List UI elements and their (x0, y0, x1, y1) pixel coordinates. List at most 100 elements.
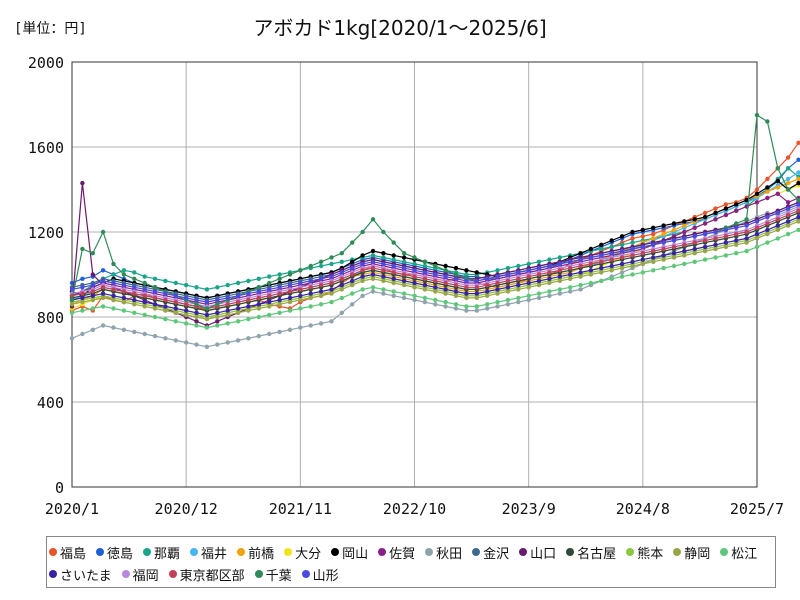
legend-label: 静岡 (684, 546, 711, 562)
data-point (80, 285, 85, 290)
data-point (173, 280, 178, 286)
data-point (557, 274, 562, 279)
data-point (298, 297, 303, 303)
data-point (329, 291, 334, 296)
data-point (121, 268, 127, 273)
data-point (184, 312, 189, 318)
data-point (339, 251, 344, 256)
legend-marker (301, 570, 310, 578)
data-point (682, 229, 687, 235)
data-point (308, 323, 313, 328)
data-point (412, 274, 417, 279)
data-point (80, 180, 85, 186)
data-point (391, 276, 396, 281)
data-point (796, 202, 800, 207)
data-point (360, 293, 365, 298)
data-point (609, 276, 614, 281)
x-tick-label: 2020/12 (155, 500, 218, 518)
data-point (599, 259, 604, 264)
data-point (142, 280, 147, 286)
data-point (640, 270, 645, 275)
legend-label: 大分 (295, 546, 322, 562)
data-point (267, 331, 272, 337)
data-point (215, 310, 220, 315)
legend-label: 岡山 (342, 546, 369, 562)
data-point (474, 285, 479, 290)
data-point (754, 225, 760, 230)
data-point (339, 310, 344, 315)
data-point (651, 255, 656, 260)
legend-marker (237, 548, 246, 556)
data-point (184, 295, 189, 301)
y-tick-label: 2000 (28, 54, 64, 72)
data-point (246, 291, 251, 296)
legend-item: 山口 (519, 541, 556, 563)
data-point (308, 285, 313, 290)
data-point (401, 259, 407, 264)
legend-marker (519, 548, 528, 556)
data-point (90, 251, 96, 256)
data-point (277, 272, 282, 277)
data-point (785, 155, 791, 160)
legend-marker (472, 548, 481, 556)
data-point (744, 248, 749, 254)
data-point (765, 185, 770, 190)
data-point (443, 280, 448, 286)
data-point (495, 287, 500, 292)
legend-marker (378, 548, 387, 556)
data-point (651, 231, 656, 237)
data-point (69, 336, 75, 341)
data-point (339, 276, 344, 281)
data-point (111, 306, 116, 311)
legend-item: 大分 (284, 541, 321, 563)
data-point (796, 180, 800, 186)
data-point (723, 244, 729, 250)
legend-label: 山形 (312, 568, 339, 584)
data-point (557, 287, 562, 292)
data-point (152, 302, 158, 307)
data-point (90, 289, 96, 294)
data-point (785, 219, 791, 224)
y-tick-label: 800 (37, 309, 64, 327)
data-point (474, 270, 479, 275)
data-point (765, 240, 770, 245)
x-tick-label: 2023/9 (502, 500, 556, 518)
data-point (215, 302, 220, 307)
data-point (505, 265, 511, 271)
data-point (433, 272, 438, 277)
data-point (152, 289, 158, 294)
data-point (443, 268, 448, 273)
data-point (692, 225, 697, 230)
data-point (401, 278, 407, 284)
data-point (599, 265, 604, 271)
data-point (225, 302, 230, 307)
data-point (754, 191, 760, 196)
data-point (225, 282, 230, 288)
data-point (765, 119, 770, 124)
data-point (453, 293, 459, 298)
data-point (464, 308, 469, 313)
data-point (651, 242, 656, 247)
data-point (329, 280, 334, 286)
data-point (692, 259, 697, 264)
legend-item: 岡山 (331, 541, 368, 563)
data-point (443, 263, 448, 269)
data-point (630, 272, 635, 277)
data-point (401, 251, 407, 256)
data-point (69, 302, 75, 307)
data-point (235, 319, 241, 324)
data-point (121, 299, 127, 305)
data-point (578, 251, 583, 256)
data-point (785, 231, 791, 237)
data-point (391, 257, 396, 262)
data-point (277, 302, 282, 307)
data-point (744, 217, 749, 222)
data-point (225, 308, 230, 313)
data-point (433, 263, 438, 269)
data-point (350, 265, 355, 271)
data-point (796, 170, 800, 175)
data-point (381, 287, 386, 292)
data-point (381, 261, 386, 267)
legend-marker (425, 548, 434, 556)
data-point (474, 304, 479, 309)
